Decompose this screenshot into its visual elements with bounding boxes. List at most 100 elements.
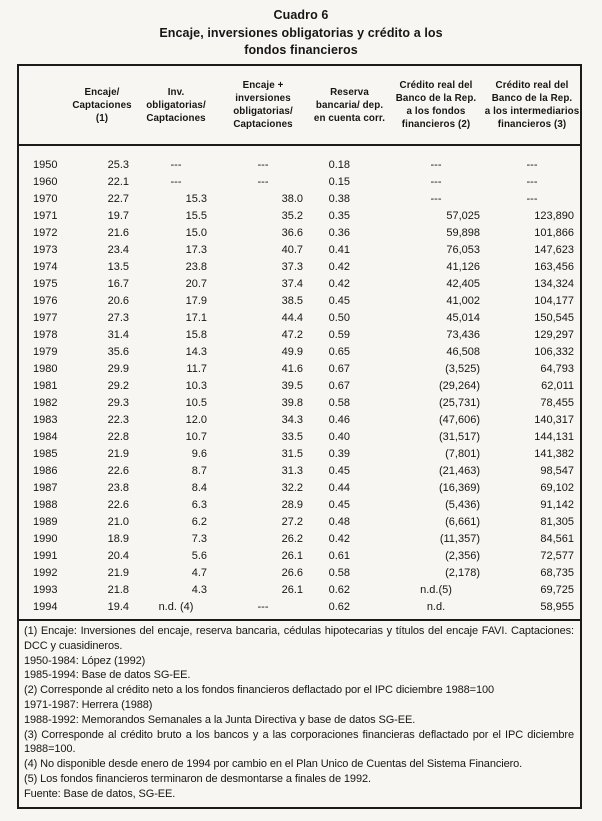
value-cell: 15.8 [185, 329, 207, 341]
footnote: 1971-1987: Herrera (1988) [24, 698, 153, 711]
value-cell: 22.7 [107, 193, 129, 205]
value-cell: 22.3 [107, 414, 129, 426]
value-cell: (2,178) [445, 567, 480, 579]
value-cell: 76,053 [446, 244, 480, 256]
value-cell: 73,436 [446, 329, 480, 341]
value-cell: 140,317 [534, 414, 574, 426]
table-row: 1977 27.3 17.1 44.4 0.50 45,014 150,545 [19, 310, 580, 327]
value-cell: 0.45 [328, 295, 350, 307]
value-cell: 0.35 [328, 210, 350, 222]
value-cell: 41,126 [446, 261, 480, 273]
value-cell: 44.4 [281, 312, 303, 324]
value-cell: 0.42 [328, 533, 350, 545]
no-data-cell: --- [257, 176, 269, 188]
value-cell: 21.0 [107, 516, 129, 528]
value-cell: 0.65 [328, 346, 350, 358]
value-cell: 0.62 [328, 584, 350, 596]
value-cell: 106,332 [534, 346, 574, 358]
column-header: Reserva bancaria/ dep. en cuenta corr. [313, 86, 386, 124]
value-cell: 0.18 [328, 159, 350, 171]
value-cell: 13.5 [107, 261, 129, 273]
value-cell: 8.7 [191, 465, 207, 477]
footnote: 1988-1992: Memorandos Semanales a la Jun… [24, 713, 416, 726]
value-cell: (21,463) [439, 465, 480, 477]
value-cell: 129,297 [534, 329, 574, 341]
value-cell: 0.39 [328, 448, 350, 460]
footnote: (5) Los fondos financieros terminaron de… [24, 772, 371, 785]
value-cell: 21.9 [107, 567, 129, 579]
year-cell: 1994 [33, 601, 58, 613]
value-cell: 84,561 [540, 533, 574, 545]
table-title-line-1: Encaje, inversiones obligatorias y crédi… [159, 25, 443, 40]
value-cell: 58,955 [540, 601, 574, 613]
year-cell: 1983 [33, 414, 58, 426]
value-cell: (29,264) [439, 380, 480, 392]
value-cell: 0.44 [328, 482, 350, 494]
value-cell: 27.2 [281, 516, 303, 528]
value-cell: 0.45 [328, 499, 350, 511]
value-cell: (5,436) [445, 499, 480, 511]
year-cell: 1979 [33, 346, 58, 358]
no-data-cell: --- [430, 176, 442, 188]
value-cell: 32.2 [281, 482, 303, 494]
value-cell: 18.9 [107, 533, 129, 545]
footnote: (4) No disponible desde enero de 1994 po… [24, 758, 523, 771]
no-data-cell: --- [430, 159, 442, 171]
table-row: 1978 31.4 15.8 47.2 0.59 73,436 129,297 [19, 327, 580, 344]
value-cell: 7.3 [191, 533, 207, 545]
value-cell: 20.4 [107, 550, 129, 562]
year-cell: 1980 [33, 363, 58, 375]
year-cell: 1981 [33, 380, 58, 392]
value-cell: 101,866 [534, 227, 574, 239]
value-cell: 20.6 [107, 295, 129, 307]
value-cell: 0.50 [328, 312, 350, 324]
value-cell: 33.5 [281, 431, 303, 443]
column-header: Crédito real del Banco de la Rep. a los … [484, 80, 580, 130]
value-cell: 16.7 [107, 278, 129, 290]
column-header: Encaje + inversiones obligatorias/ Capta… [233, 80, 293, 130]
value-cell: 20.7 [185, 278, 207, 290]
year-cell: 1975 [33, 278, 58, 290]
value-cell: 69,102 [540, 482, 574, 494]
value-cell: 78,455 [540, 397, 574, 409]
financial-table: Encaje/ Captaciones (1) Inv. obligatorias… [17, 64, 582, 809]
value-cell: 22.6 [107, 465, 129, 477]
value-cell: 10.5 [185, 397, 207, 409]
table-row: 1970 22.7 15.3 38.0 0.38 --- --- [19, 191, 580, 208]
table-body: 1950 25.3 --- --- 0.18 --- --- 1960 22.1 --- --- 0.… [19, 146, 580, 619]
table-row: 1981 29.2 10.3 39.5 0.67 (29,264) 62,011 [19, 378, 580, 395]
no-data-cell: --- [170, 176, 182, 188]
value-cell: 49.9 [281, 346, 303, 358]
year-cell: 1989 [33, 516, 58, 528]
no-data-cell: n.d. (4) [158, 601, 194, 613]
source-note: Fuente: Base de datos, SG-EE. [24, 787, 176, 800]
value-cell: 28.9 [281, 499, 303, 511]
column-header: Inv. obligatorias/ Captaciones [146, 86, 206, 124]
value-cell: 163,456 [534, 261, 574, 273]
value-cell: 104,177 [534, 295, 574, 307]
value-cell: 0.58 [328, 567, 350, 579]
table-number: Cuadro 6 [273, 8, 329, 22]
year-cell: 1986 [33, 465, 58, 477]
table-row: 1984 22.8 10.7 33.5 0.40 (31,517) 144,131 [19, 429, 580, 446]
value-cell: (16,369) [439, 482, 480, 494]
value-cell: (3,525) [445, 363, 480, 375]
value-cell: 29.9 [107, 363, 129, 375]
table-row: 1993 21.8 4.3 26.1 0.62 n.d.(5) 69,725 [19, 582, 580, 599]
value-cell: 0.46 [328, 414, 350, 426]
table-row: 1987 23.8 8.4 32.2 0.44 (16,369) 69,102 [19, 480, 580, 497]
value-cell: (2,356) [445, 550, 480, 562]
value-cell: 0.58 [328, 397, 350, 409]
value-cell: 25.3 [107, 159, 129, 171]
table-row: 1982 29.3 10.5 39.8 0.58 (25,731) 78,455 [19, 395, 580, 412]
value-cell: 38.5 [281, 295, 303, 307]
value-cell: 0.48 [328, 516, 350, 528]
value-cell: 21.9 [107, 448, 129, 460]
value-cell: 0.67 [328, 380, 350, 392]
table-title-line-2: fondos financieros [244, 43, 358, 57]
value-cell: 39.5 [281, 380, 303, 392]
value-cell: 26.1 [281, 584, 303, 596]
value-cell: 6.3 [191, 499, 207, 511]
value-cell: 0.45 [328, 465, 350, 477]
value-cell: 4.3 [191, 584, 207, 596]
